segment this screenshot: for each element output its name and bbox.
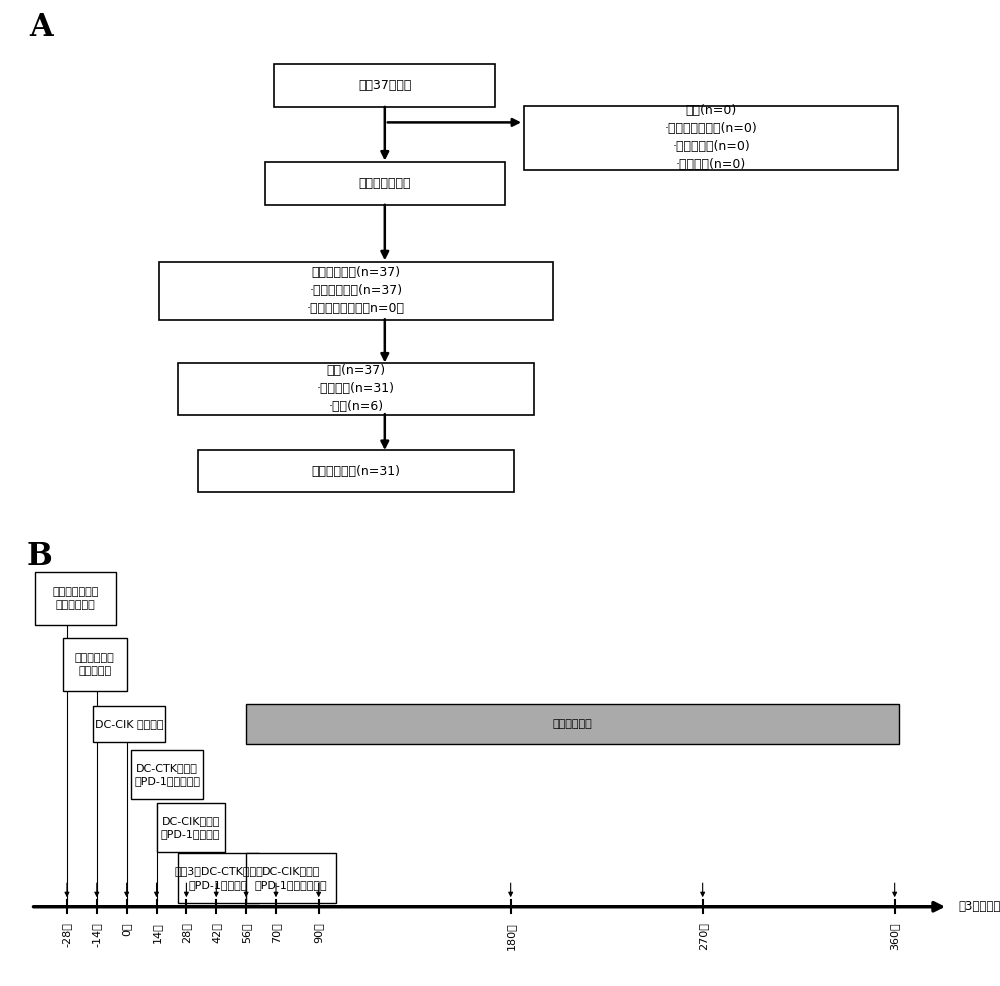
Text: 随访(n=37)
·接受随访(n=31)
·失访(n=6): 随访(n=37) ·接受随访(n=31) ·失访(n=6) [317, 364, 395, 413]
Text: 进行治疗干预(n=37)
·接受干预措施(n=37)
·不接受干预措施（n=0）: 进行治疗干预(n=37) ·接受干预措施(n=37) ·不接受干预措施（n=0） [307, 266, 405, 316]
FancyBboxPatch shape [93, 706, 165, 742]
Text: 临床疗效评估: 临床疗效评估 [553, 719, 592, 729]
Text: 外周血检测恢
复正常水平: 外周血检测恢 复正常水平 [75, 653, 115, 676]
FancyBboxPatch shape [246, 704, 899, 744]
Text: 非随机对照研究: 非随机对照研究 [359, 177, 411, 190]
Text: 360天: 360天 [890, 922, 900, 950]
FancyBboxPatch shape [274, 64, 495, 107]
Text: 28天: 28天 [181, 922, 191, 943]
Text: 56天: 56天 [241, 922, 251, 943]
Text: 90天: 90天 [314, 922, 324, 943]
Text: 临床疗效评估(n=31): 临床疗效评估(n=31) [312, 464, 400, 478]
FancyBboxPatch shape [198, 451, 514, 492]
Text: -28天: -28天 [62, 922, 72, 947]
FancyBboxPatch shape [159, 261, 553, 319]
FancyBboxPatch shape [63, 638, 127, 691]
Text: 0天: 0天 [122, 922, 132, 936]
Text: 14天: 14天 [152, 922, 162, 943]
Text: 纳入37例患者: 纳入37例患者 [358, 79, 411, 92]
Text: 每3月随访一次: 每3月随访一次 [959, 900, 1000, 913]
Text: DC-CIK 细胞制备: DC-CIK 细胞制备 [95, 719, 163, 729]
Text: DC-CIK细胞和
抗PD-1抗体维持治疗: DC-CIK细胞和 抗PD-1抗体维持治疗 [255, 867, 327, 889]
Text: DC-CIK细胞和
抗PD-1抗体回输: DC-CIK细胞和 抗PD-1抗体回输 [161, 815, 220, 839]
Text: 排除(n=0)
·不符合纳入标准(n=0)
·不参与治疗(n=0)
·其它原因(n=0): 排除(n=0) ·不符合纳入标准(n=0) ·不参与治疗(n=0) ·其它原因(… [665, 105, 758, 172]
FancyBboxPatch shape [131, 750, 203, 800]
Text: 42天: 42天 [211, 922, 221, 943]
Text: -14天: -14天 [92, 922, 102, 947]
FancyBboxPatch shape [524, 106, 898, 170]
Text: A: A [30, 12, 53, 43]
Text: 70天: 70天 [271, 922, 281, 943]
FancyBboxPatch shape [265, 162, 505, 205]
FancyBboxPatch shape [157, 803, 225, 852]
Text: 180天: 180天 [506, 922, 516, 950]
FancyBboxPatch shape [35, 572, 116, 625]
Text: 患者停止所有肿
瘤相关的治疗: 患者停止所有肿 瘤相关的治疗 [52, 587, 99, 610]
FancyBboxPatch shape [246, 854, 336, 903]
Text: DC-CTK细胞和
抗PD-1抗体共孵育: DC-CTK细胞和 抗PD-1抗体共孵育 [134, 763, 200, 786]
FancyBboxPatch shape [178, 854, 259, 903]
FancyBboxPatch shape [178, 363, 534, 415]
Text: 另外3次DC-CTK细胞和
抗PD-1抗体回输: 另外3次DC-CTK细胞和 抗PD-1抗体回输 [174, 867, 263, 889]
Text: 270天: 270天 [698, 922, 708, 951]
Text: B: B [26, 541, 52, 572]
